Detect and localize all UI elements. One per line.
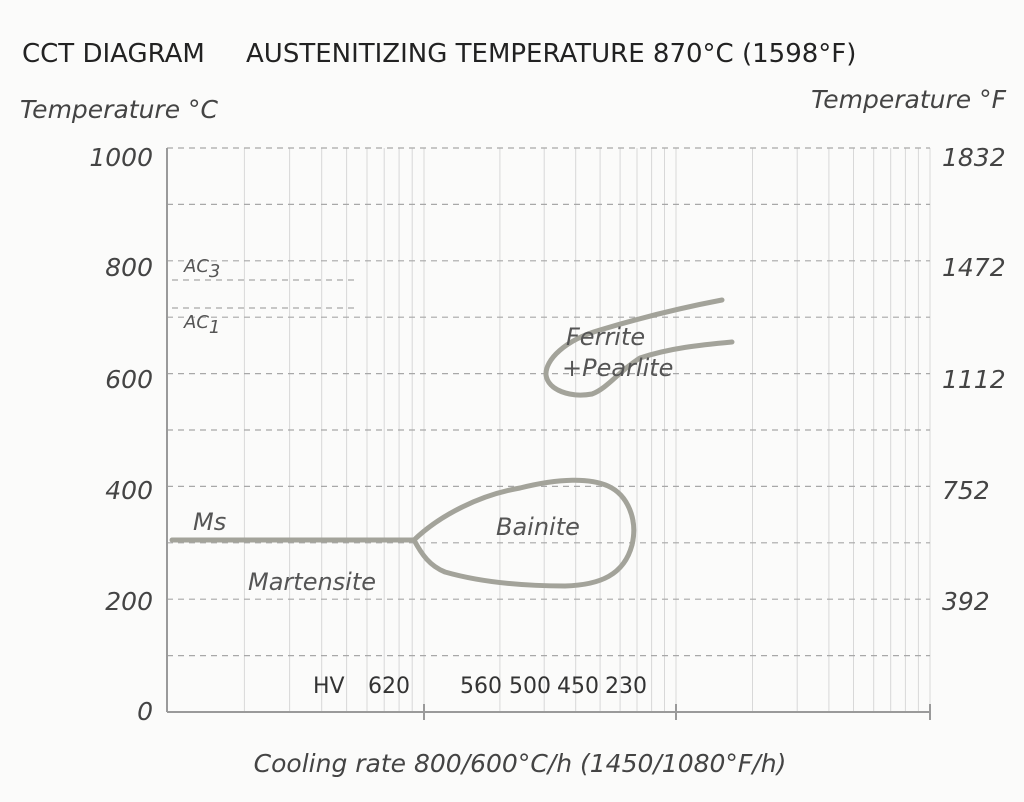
ac1-label: AC1 xyxy=(183,312,220,338)
y-tick-left: 600 xyxy=(105,365,153,394)
bainite-curve xyxy=(411,477,637,589)
hv-value: 560 xyxy=(460,674,502,699)
y-tick-right: 1472 xyxy=(942,253,1006,282)
chart-title-right: AUSTENITIZING TEMPERATURE 870°C (1598°F) xyxy=(246,39,856,69)
y-tick-right: 392 xyxy=(942,587,990,616)
hv-value: 500 xyxy=(509,674,551,699)
y-tick-left: 800 xyxy=(105,253,153,282)
y-tick-left: 200 xyxy=(105,587,153,616)
bainite-label: Bainite xyxy=(496,513,580,541)
ms-label: Ms xyxy=(193,508,226,536)
x-axis-title: Cooling rate 800/600°C/h (1450/1080°F/h) xyxy=(254,749,787,778)
y-tick-right: 1832 xyxy=(942,143,1006,172)
y-tick-left: 1000 xyxy=(89,143,153,172)
y-axis-title-left: Temperature °C xyxy=(20,95,219,124)
hv-value: 450 xyxy=(557,674,599,699)
hv-value: 620 xyxy=(368,674,410,699)
ferrite-label: Ferrite xyxy=(566,323,645,351)
hv-value: 230 xyxy=(605,674,647,699)
y-axis-title-right: Temperature °F xyxy=(811,85,1007,114)
y-tick-right: 752 xyxy=(942,476,990,505)
hv-label: HV xyxy=(313,674,345,699)
chart-title-left: CCT DIAGRAM xyxy=(22,39,205,69)
y-tick-left: 0 xyxy=(137,697,153,726)
ferrite-pearlite-upper-curve xyxy=(543,297,735,398)
ac3-label: AC3 xyxy=(183,256,220,282)
pearlite-label: +Pearlite xyxy=(562,354,673,382)
y-tick-right: 1112 xyxy=(942,365,1006,394)
martensite-label: Martensite xyxy=(248,568,376,596)
y-tick-left: 400 xyxy=(105,476,153,505)
